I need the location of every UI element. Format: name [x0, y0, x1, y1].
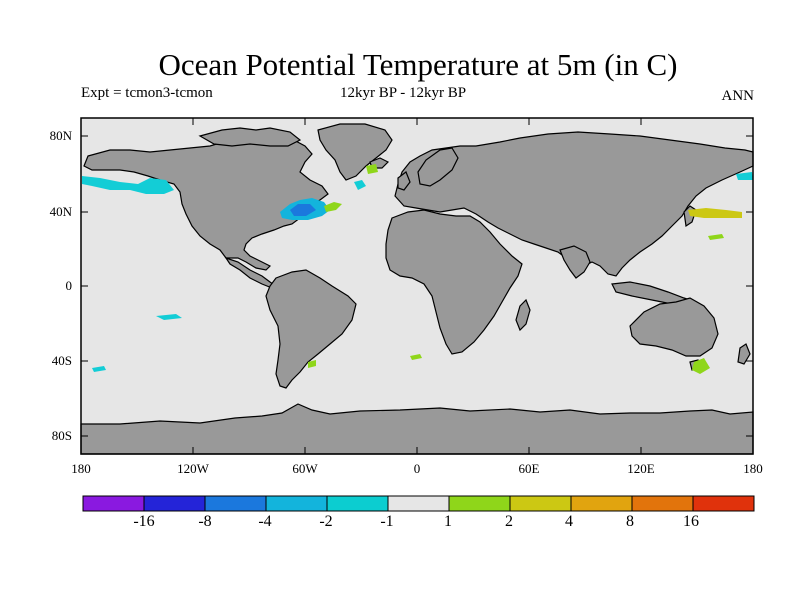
- colorbar-label-2: 2: [505, 513, 513, 530]
- anomaly-north-atlantic-green: [324, 202, 342, 212]
- colorbar-label-4: 4: [565, 513, 573, 530]
- lon-tick-120e: 120E: [627, 461, 655, 476]
- anomaly-south-pacific-cyan: [92, 366, 106, 372]
- colorbar-swatch: [509, 495, 572, 512]
- lat-tick-40n: 40N: [49, 204, 72, 219]
- land-madagascar: [515, 298, 531, 332]
- map-panel: [80, 117, 754, 455]
- anomaly-kuroshio-yellow: [688, 208, 742, 218]
- lat-tick-40s: 40S: [51, 353, 72, 368]
- land-eurasia: [394, 131, 754, 277]
- colorbar-swatch: [204, 495, 267, 512]
- colorbar-label-minus-1: -1: [380, 513, 394, 530]
- anomaly-west-pacific-cyan: [736, 172, 753, 180]
- lat-tick-80s: 80S: [51, 428, 72, 443]
- colorbar-swatch: [326, 495, 389, 512]
- land-africa: [385, 209, 523, 355]
- land-arctic-islands: [198, 127, 302, 147]
- anomaly-kuroshio-green: [708, 234, 724, 240]
- lon-tick-0: 0: [413, 461, 421, 476]
- anomaly-south-america-green: [308, 360, 316, 368]
- colorbar-swatch: [692, 495, 755, 512]
- land-australia: [629, 297, 719, 357]
- lat-tick-80n: 80N: [49, 128, 72, 143]
- colorbar-label-1: 1: [444, 513, 452, 530]
- experiment-label: Expt = tcmon3-tcmon: [81, 85, 213, 101]
- anomaly-gulf-stream-blue-core: [290, 204, 316, 216]
- lon-tick-180w: 180: [71, 461, 91, 476]
- lat-tick-0: 0: [65, 278, 73, 293]
- anomaly-south-atlantic-green: [410, 354, 422, 360]
- anomaly-pacific-cyan-small: [156, 314, 182, 320]
- colorbar-swatch: [387, 495, 450, 512]
- anomaly-north-pacific-cyan: [82, 176, 174, 194]
- map-title: Ocean Potential Temperature at 5m (in C): [158, 47, 678, 82]
- anomaly-labrador-cyan: [354, 180, 366, 190]
- colorbar-label-minus-4: -4: [258, 513, 272, 530]
- colorbar-swatch: [143, 495, 206, 512]
- lon-tick-60w: 60W: [292, 461, 318, 476]
- period-label: 12kyr BP - 12kyr BP: [340, 85, 467, 101]
- land-new-zealand: [737, 343, 751, 365]
- colorbar-label-8: 8: [626, 513, 634, 530]
- colorbar-swatch: [631, 495, 694, 512]
- colorbar-label-minus-16: -16: [133, 513, 155, 530]
- land-scandinavia: [417, 147, 459, 187]
- colorbar-swatch: [448, 495, 511, 512]
- season-label: ANN: [721, 88, 755, 104]
- land-antarctica: [80, 403, 754, 455]
- colorbar: [82, 495, 755, 512]
- colorbar-label-minus-2: -2: [319, 513, 333, 530]
- colorbar-label-16: 16: [683, 513, 699, 530]
- anomaly-iceland-green: [366, 164, 378, 174]
- colorbar-swatch: [265, 495, 328, 512]
- colorbar-swatch: [82, 495, 145, 512]
- map-ticks: [81, 118, 753, 454]
- lon-tick-60e: 60E: [518, 461, 540, 476]
- lon-tick-180e: 180: [743, 461, 763, 476]
- land-south-america: [265, 269, 357, 389]
- land-india: [559, 245, 591, 279]
- colorbar-swatch: [570, 495, 633, 512]
- anomaly-tasman-green: [692, 358, 710, 374]
- land-britain: [397, 171, 411, 191]
- colorbar-label-minus-8: -8: [198, 513, 212, 530]
- lon-tick-120w: 120W: [177, 461, 209, 476]
